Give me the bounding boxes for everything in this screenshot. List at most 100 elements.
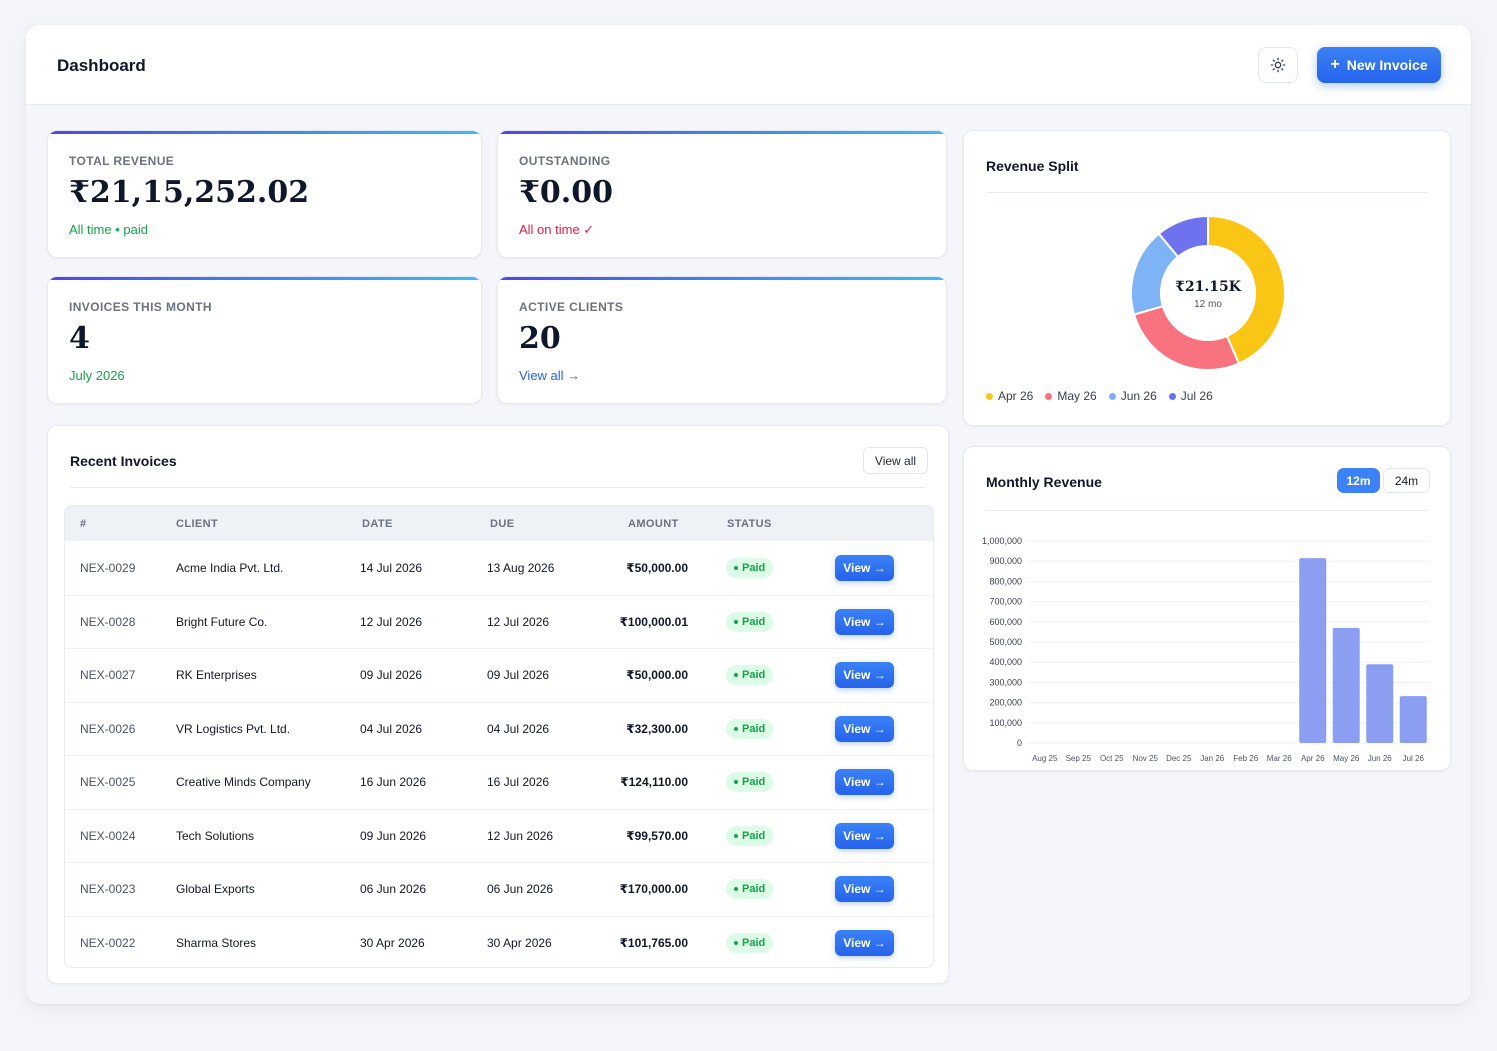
- donut-slice-may-26[interactable]: [1132, 304, 1241, 371]
- sun-icon: [1270, 57, 1286, 73]
- x-tick-label: Oct 25: [1100, 754, 1124, 763]
- due-date: 30 Apr 2026: [487, 935, 552, 950]
- column-header: DUE: [490, 518, 515, 530]
- recent-invoices-card: Recent Invoices View all # CLIENT DATE D…: [47, 425, 949, 984]
- bar-jul-26[interactable]: [1399, 696, 1427, 743]
- legend-item: Jun 26: [1108, 389, 1157, 403]
- due-date: 13 Aug 2026: [487, 560, 555, 575]
- status-badge: Paid: [726, 825, 774, 846]
- outstanding-card: OUTSTANDING ₹0.00 All on time ✓: [497, 130, 947, 258]
- invoice-amount: ₹101,765.00: [619, 935, 688, 950]
- due-date: 12 Jul 2026: [487, 614, 550, 629]
- legend-dot-icon: [1045, 392, 1053, 400]
- donut-center-subtext: 12 mo: [1194, 299, 1222, 310]
- legend-label: Jul 26: [1180, 389, 1213, 403]
- status-dot-icon: [734, 887, 738, 892]
- view-invoice-button[interactable]: View →: [835, 929, 894, 956]
- invoice-date: 30 Apr 2026: [360, 935, 425, 950]
- y-tick-label: 1,000,000: [982, 536, 1022, 546]
- table-row: NEX-0023 Global Exports 06 Jun 2026 06 Jun …: [65, 862, 933, 916]
- invoice-amount: ₹170,000.00: [619, 882, 688, 897]
- status-text: Paid: [742, 722, 766, 735]
- invoice-number: NEX-0022: [80, 935, 136, 950]
- bar-may-26[interactable]: [1332, 627, 1360, 743]
- x-tick-label: Apr 26: [1301, 754, 1325, 763]
- revenue-split-card: Revenue Split ₹21.15K 12 mo Apr 26 May 26 J…: [963, 130, 1451, 426]
- table-body: NEX-0029 Acme India Pvt. Ltd. 14 Jul 2026 1…: [65, 541, 933, 967]
- y-tick-label: 300,000: [989, 677, 1022, 687]
- stat-label: INVOICES THIS MONTH: [69, 300, 212, 314]
- view-all-invoices-button[interactable]: View all: [863, 447, 928, 474]
- new-invoice-button[interactable]: + New Invoice: [1317, 47, 1441, 83]
- view-invoice-button[interactable]: View →: [835, 876, 894, 903]
- x-tick-label: Nov 25: [1133, 754, 1159, 763]
- y-tick-label: 100,000: [989, 718, 1022, 728]
- top-bar: Dashboard + New Invoice: [26, 25, 1471, 105]
- chart-legend: Apr 26 May 26 Jun 26 Jul 26: [986, 389, 1213, 403]
- stat-subtext: All time • paid: [69, 222, 148, 237]
- view-invoice-button[interactable]: View →: [835, 769, 894, 796]
- invoice-date: 09 Jul 2026: [360, 668, 423, 683]
- x-tick-label: Sep 25: [1066, 754, 1092, 763]
- client-name: Bright Future Co.: [176, 614, 268, 629]
- status-badge: Paid: [726, 772, 774, 793]
- status-dot-icon: [734, 780, 738, 785]
- legend-label: May 26: [1057, 389, 1097, 403]
- legend-dot-icon: [986, 392, 993, 400]
- invoice-amount: ₹50,000.00: [626, 560, 688, 575]
- monthly-revenue-card: Monthly Revenue 12m 24m 1,000,000 900,000…: [963, 446, 1451, 771]
- status-text: Paid: [742, 561, 766, 574]
- invoice-date: 04 Jul 2026: [360, 721, 423, 736]
- revenue-split-donut-chart: ₹21.15K 12 mo: [1130, 214, 1286, 371]
- y-tick-label: 800,000: [989, 576, 1022, 586]
- invoice-date: 09 Jun 2026: [360, 828, 427, 843]
- due-date: 06 Jun 2026: [487, 882, 554, 897]
- range-toggle-12m[interactable]: 12m: [1337, 468, 1380, 493]
- invoice-amount: ₹32,300.00: [626, 721, 688, 736]
- invoice-amount: ₹50,000.00: [626, 668, 688, 683]
- view-invoice-button[interactable]: View →: [835, 662, 894, 689]
- donut-slice-jul-26[interactable]: [1157, 214, 1209, 259]
- view-invoice-cell: View →: [835, 554, 894, 581]
- view-invoice-button[interactable]: View →: [835, 715, 894, 742]
- theme-toggle-button[interactable]: [1258, 47, 1298, 83]
- x-tick-label: May 26: [1333, 754, 1360, 763]
- invoices-table: # CLIENT DATE DUE AMOUNT STATUS NEX-0029…: [64, 505, 934, 968]
- invoice-number: NEX-0023: [80, 882, 136, 897]
- invoice-number: NEX-0028: [80, 614, 136, 629]
- donut-slice-apr-26[interactable]: [1207, 214, 1286, 365]
- invoice-date: 16 Jun 2026: [360, 775, 427, 790]
- donut-center-value: ₹21.15K: [1175, 279, 1242, 295]
- stat-label: ACTIVE CLIENTS: [519, 300, 624, 314]
- table-row: NEX-0024 Tech Solutions 09 Jun 2026 12 Jun …: [65, 808, 933, 863]
- active-clients-card: ACTIVE CLIENTS 20 View all →: [497, 276, 947, 404]
- view-invoice-button[interactable]: View →: [835, 608, 894, 635]
- x-tick-label: Mar 26: [1267, 754, 1292, 763]
- invoice-number: NEX-0027: [80, 668, 136, 683]
- legend-label: Jun 26: [1120, 389, 1157, 403]
- column-header: #: [80, 518, 87, 530]
- view-all-clients-link[interactable]: View all →: [519, 368, 581, 383]
- due-date: 04 Jul 2026: [487, 721, 550, 736]
- view-invoice-button[interactable]: View →: [835, 554, 894, 581]
- divider: [986, 192, 1428, 193]
- status-text: Paid: [742, 669, 766, 682]
- status-dot-icon: [734, 726, 738, 731]
- invoice-date: 14 Jul 2026: [360, 560, 423, 575]
- status-badge: Paid: [726, 879, 774, 900]
- monthly-revenue-bar-chart: 1,000,000 900,000 800,000 700,000 600,000 500…: [982, 536, 1430, 763]
- status-dot-icon: [734, 565, 738, 570]
- column-header: CLIENT: [176, 518, 219, 530]
- section-title: Recent Invoices: [70, 453, 177, 469]
- x-tick-label: Dec 25: [1166, 754, 1192, 763]
- bar-apr-26[interactable]: [1299, 558, 1327, 743]
- client-name: Tech Solutions: [176, 828, 255, 843]
- bar-jun-26[interactable]: [1366, 664, 1394, 743]
- client-name: RK Enterprises: [176, 668, 257, 683]
- y-tick-label: 700,000: [989, 597, 1022, 607]
- y-tick-label: 600,000: [989, 617, 1022, 627]
- section-title: Revenue Split: [986, 158, 1079, 174]
- view-invoice-button[interactable]: View →: [835, 822, 894, 849]
- range-toggle-24m[interactable]: 24m: [1383, 468, 1430, 493]
- y-tick-label: 900,000: [989, 556, 1022, 566]
